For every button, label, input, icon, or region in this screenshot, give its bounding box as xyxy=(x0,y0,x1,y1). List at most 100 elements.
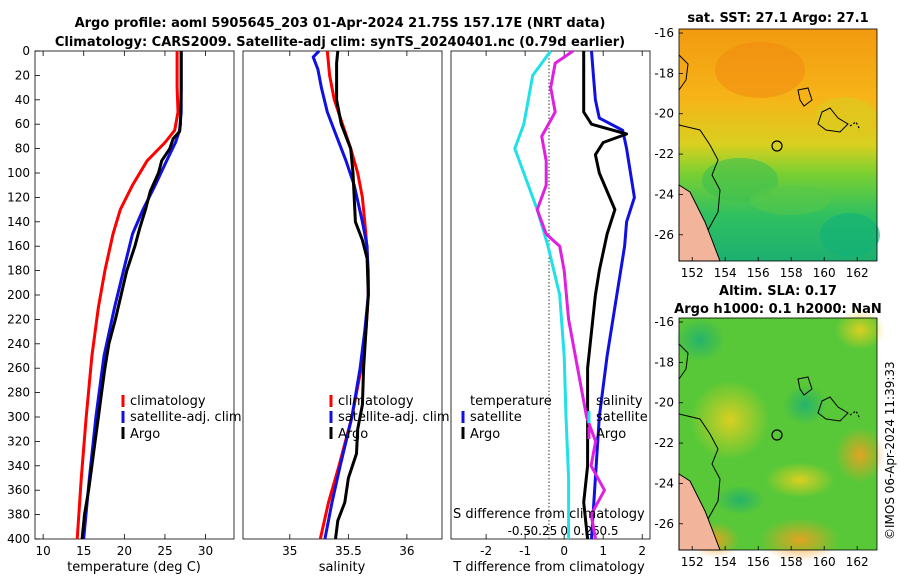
sst-reef xyxy=(817,107,849,133)
lat-tick-label: -18 xyxy=(654,355,674,369)
x2-tick-label: 0 xyxy=(560,524,568,538)
difference-legend: temperature satellite Argo salinity sate… xyxy=(461,394,648,442)
lon-tick-label: 154 xyxy=(714,266,737,280)
lon-tick-label: 152 xyxy=(681,266,704,280)
sla-coast-ne xyxy=(678,343,689,380)
x-tick-label: 30 xyxy=(198,544,213,558)
sla-latitude-ticks: -16 -18 -20 -22 -24 -26 xyxy=(654,315,683,531)
temperature-legend: climatology satellite-adj. clim Argo xyxy=(121,394,242,442)
lat-tick-label: -26 xyxy=(654,228,674,242)
sst-map-title: sat. SST: 27.1 Argo: 27.1 xyxy=(687,11,868,26)
y-tick-label: 200 xyxy=(7,288,30,302)
lon-tick-label: 162 xyxy=(846,266,869,280)
legend-argo: Argo xyxy=(338,427,368,442)
difference-lines xyxy=(513,49,636,540)
y-tick-label: 160 xyxy=(7,239,30,253)
s-difference-ticks: -0.5-0.25 0 0.25 0.5 xyxy=(508,524,619,538)
sst-reef-outline xyxy=(678,124,721,231)
y-tick-label: 380 xyxy=(7,508,30,522)
temperature-lines xyxy=(75,51,183,540)
legend-s-satellite: satellite xyxy=(596,410,648,425)
temperature-axes-box xyxy=(34,50,235,540)
y-tick-label: 180 xyxy=(7,264,30,278)
sst-coast-ne xyxy=(678,54,689,91)
t-difference-ticks: -2 -1 0 1 2 xyxy=(480,51,646,558)
legend-argo: Argo xyxy=(130,427,160,442)
sla-axes-box xyxy=(678,317,878,551)
sla-map-panel: Altim. SLA: 0.17 Argo h1000: 0.1 h2000: … xyxy=(654,284,885,569)
x2-tick-label: 0.5 xyxy=(599,524,618,538)
lat-tick-label: -20 xyxy=(654,396,674,410)
temperature-xlabel: temperature (deg C) xyxy=(67,560,201,575)
lat-tick-label: -16 xyxy=(654,26,674,40)
lat-tick-label: -16 xyxy=(654,315,674,329)
y-tick-label: 80 xyxy=(15,142,30,156)
watermark: ©IMOS 06-Apr-2024 11:39:33 xyxy=(883,361,897,540)
x-tick-label: 20 xyxy=(117,544,132,558)
series-line-s-argo xyxy=(535,49,606,540)
s-difference-label: S difference from climatology xyxy=(453,507,645,522)
y-tick-label: 240 xyxy=(7,337,30,351)
title-line-1: Argo profile: aoml 5905645_203 01-Apr-20… xyxy=(75,16,606,31)
lat-tick-label: -24 xyxy=(654,476,674,490)
lon-tick-label: 152 xyxy=(681,555,704,569)
x-tick-label: 10 xyxy=(35,544,50,558)
x-tick-label: 35.5 xyxy=(335,544,362,558)
x-tick-label: 0 xyxy=(560,544,568,558)
sst-longitude-ticks: 152 154 156 158 160 162 xyxy=(681,257,869,280)
legend-climatology: climatology xyxy=(338,394,414,409)
lat-tick-label: -22 xyxy=(654,436,674,450)
y-tick-label: 20 xyxy=(15,68,30,82)
depth-ticks: 0 20 40 60 80 100 120 140 160 180 200 220 240 260 280 3… xyxy=(7,44,40,546)
temperature-ticks: 10 15 20 25 30 xyxy=(35,51,213,558)
x-tick-label: 2 xyxy=(638,544,646,558)
sla-reef-outline xyxy=(678,413,721,520)
y-tick-label: 60 xyxy=(15,117,30,131)
sst-latitude-ticks: -16 -18 -20 -22 -24 -26 xyxy=(654,26,683,242)
sla-reef xyxy=(817,396,849,422)
salinity-panel: 35 35.5 36 salinity climatology satellite-… xyxy=(242,49,450,575)
sla-map-title-2: Argo h1000: 0.1 h2000: NaN xyxy=(674,302,882,317)
t-difference-xlabel: T difference from climatology xyxy=(452,560,645,575)
legend-satellite: satellite-adj. clim xyxy=(130,410,242,425)
sst-reef-dots xyxy=(849,121,861,131)
lon-tick-label: 154 xyxy=(714,555,737,569)
y-tick-label: 340 xyxy=(7,459,30,473)
lon-tick-label: 156 xyxy=(747,266,770,280)
salinity-xlabel: salinity xyxy=(319,560,366,575)
difference-axes-box xyxy=(450,50,651,540)
x2-tick-label: -0.25 xyxy=(526,524,557,538)
lat-tick-label: -24 xyxy=(654,187,674,201)
series-line-satellite-adj-clim xyxy=(311,49,370,540)
lat-tick-label: -18 xyxy=(654,66,674,80)
lat-tick-label: -26 xyxy=(654,517,674,531)
y-tick-label: 120 xyxy=(7,190,30,204)
series-line-argo xyxy=(80,51,183,540)
salinity-legend: climatology satellite-adj. clim Argo xyxy=(329,394,450,442)
sst-map-panel: sat. SST: 27.1 Argo: 27.1 152 154 156 158 16… xyxy=(654,11,880,280)
salinity-lines xyxy=(311,49,370,540)
difference-panel: -2 -1 0 1 2 -0.5-0.25 0 0.25 0.5 S difference f… xyxy=(450,49,651,575)
sla-reef-dots xyxy=(849,410,861,420)
y-tick-label: 220 xyxy=(7,312,30,326)
legend-t-argo: Argo xyxy=(470,427,500,442)
y-tick-label: 400 xyxy=(7,532,30,546)
legend-satellite: satellite-adj. clim xyxy=(338,410,450,425)
x-tick-label: 25 xyxy=(157,544,172,558)
lat-tick-label: -20 xyxy=(654,107,674,121)
sst-texture xyxy=(702,42,880,257)
title-line-2: Climatology: CARS2009. Satellite-adj cli… xyxy=(55,35,625,50)
legend-temperature-title: temperature xyxy=(470,394,552,409)
legend-t-satellite: satellite xyxy=(470,410,522,425)
sla-reef xyxy=(797,376,813,396)
sla-argo-marker xyxy=(771,429,783,441)
sla-longitude-ticks: 152 154 156 158 160 162 xyxy=(681,546,869,569)
sst-axes-box xyxy=(678,28,878,262)
lon-tick-label: 158 xyxy=(780,555,803,569)
lon-tick-label: 160 xyxy=(813,266,836,280)
x2-tick-label: -0.5 xyxy=(508,524,531,538)
x-tick-label: 15 xyxy=(76,544,91,558)
salinity-ticks: 35 35.5 36 xyxy=(282,51,415,558)
lon-tick-label: 156 xyxy=(747,555,770,569)
